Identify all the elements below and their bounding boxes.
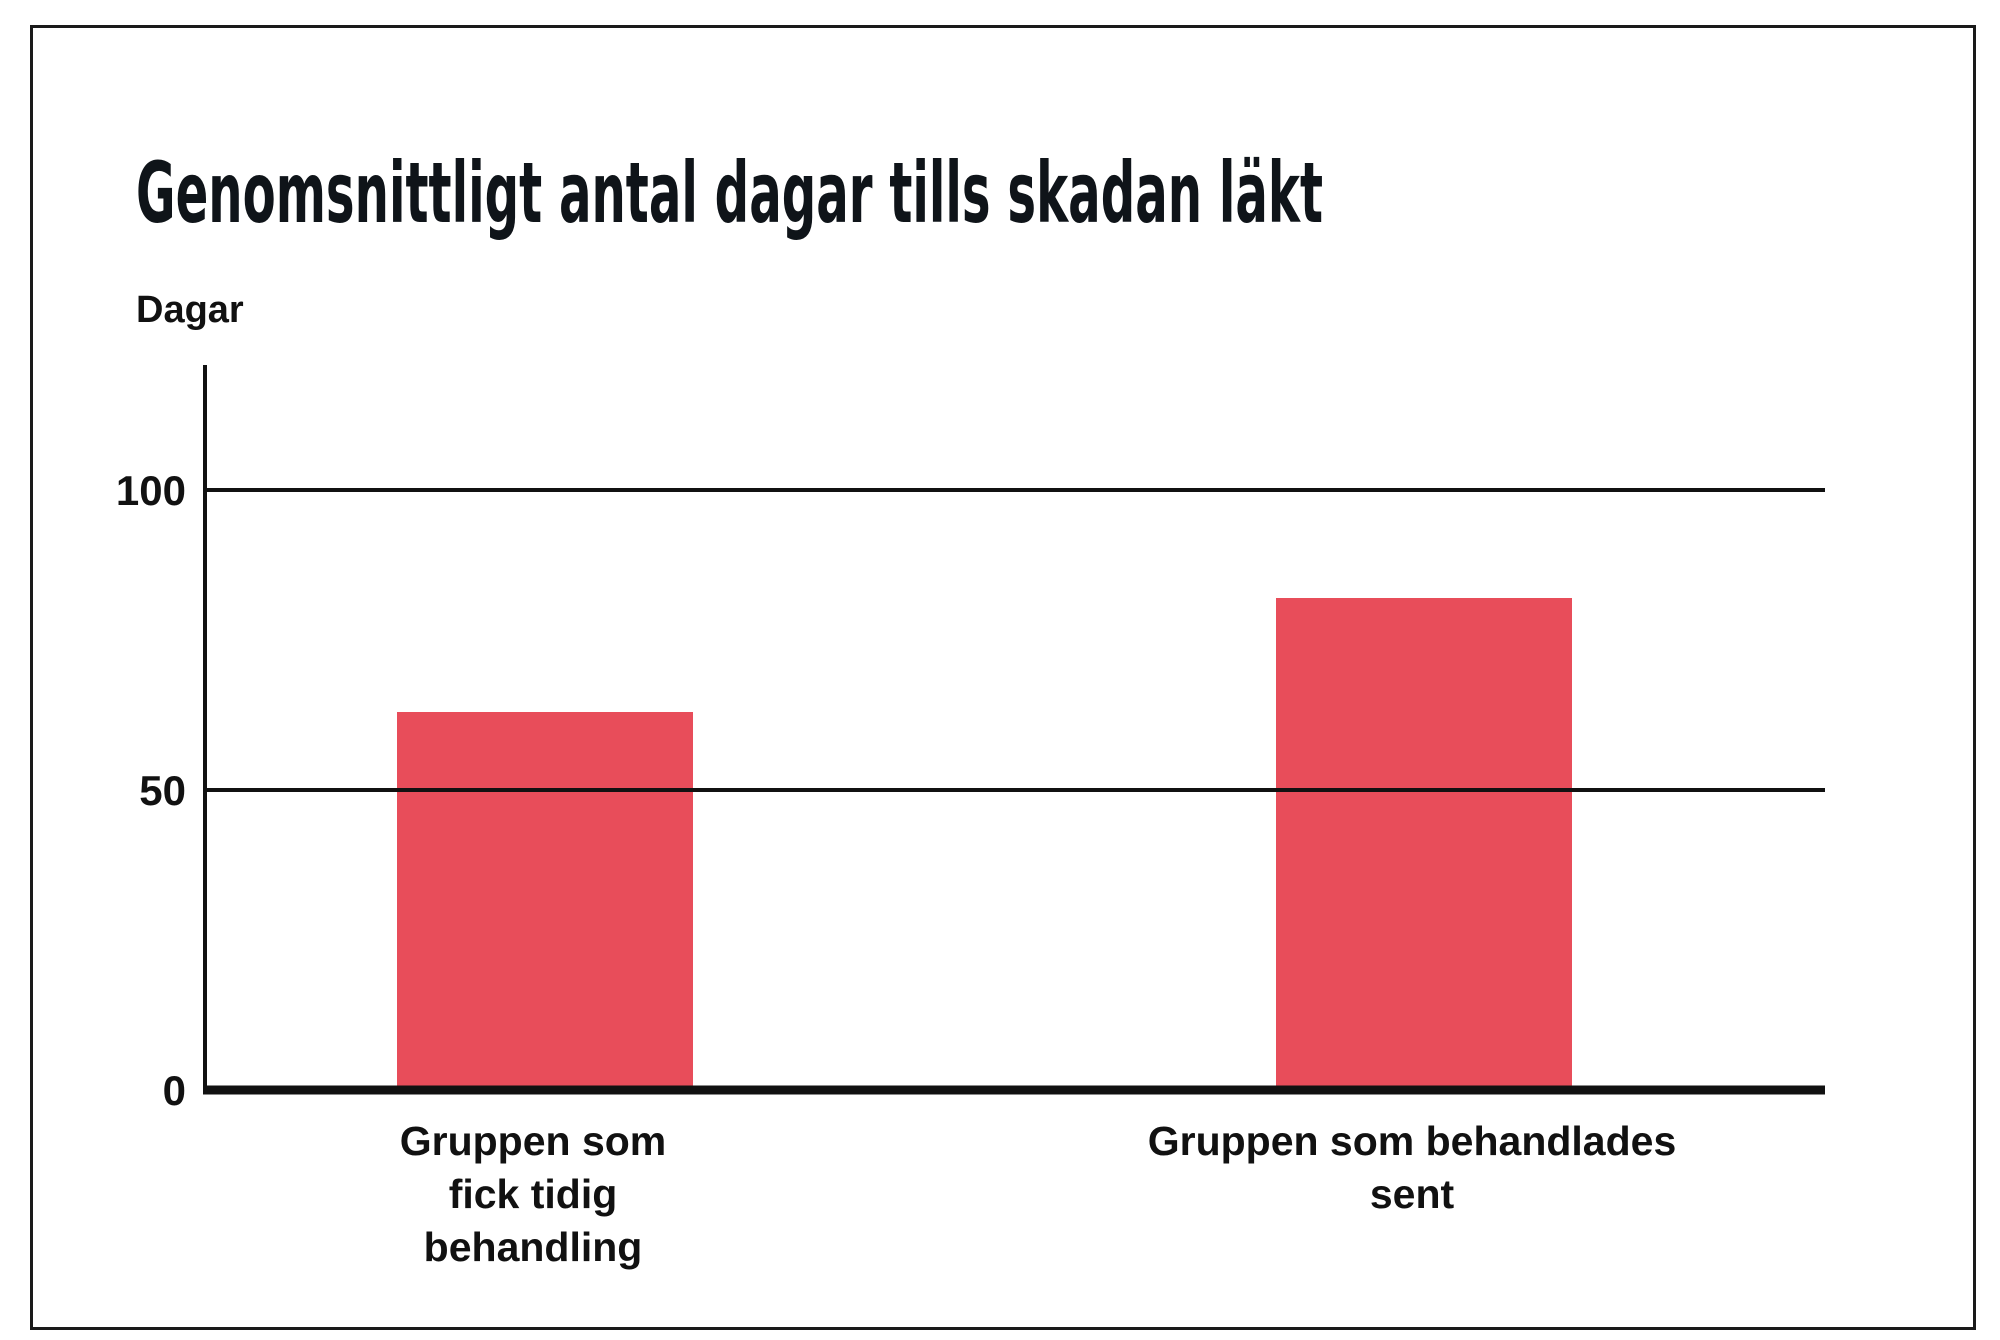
y-tick-label-0: 0 (163, 1067, 186, 1114)
x-tick-label-line: sent (1370, 1171, 1455, 1217)
x-tick-label-line: behandling (424, 1224, 643, 1270)
y-tick-label-50: 50 (139, 767, 186, 814)
chart-title: Genomsnittligt antal dagar tills skadan … (136, 144, 1323, 242)
x-tick-label-line: Gruppen som (400, 1118, 667, 1164)
x-tick-label-line: Gruppen som behandlades (1148, 1118, 1677, 1164)
bar-1 (397, 712, 693, 1090)
bar-2 (1276, 598, 1572, 1090)
x-tick-label-line: fick tidig (449, 1171, 618, 1217)
x-tick-label-2: Gruppen som behandlades sent (1148, 1118, 1677, 1217)
y-axis-label: Dagar (136, 289, 244, 331)
x-tick-label-1: Gruppen som fick tidig behandling (400, 1118, 667, 1270)
chart-frame (30, 25, 1976, 1330)
y-tick-label-100: 100 (116, 467, 186, 514)
